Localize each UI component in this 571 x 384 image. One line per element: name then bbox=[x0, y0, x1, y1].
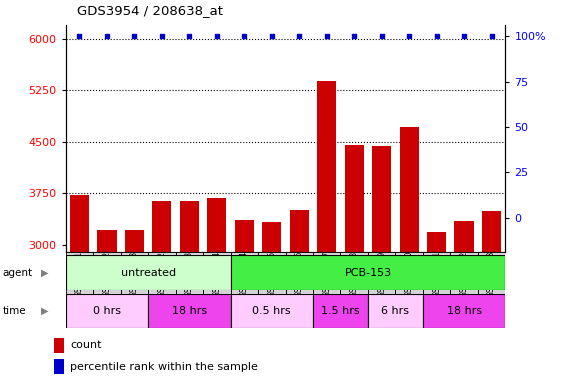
Text: GSM149386: GSM149386 bbox=[295, 250, 304, 297]
Bar bbox=[344, 145, 364, 384]
Point bbox=[102, 33, 111, 39]
FancyBboxPatch shape bbox=[478, 252, 505, 296]
Bar bbox=[235, 220, 254, 384]
Point bbox=[432, 33, 441, 39]
FancyBboxPatch shape bbox=[313, 294, 368, 328]
Text: GSM149384: GSM149384 bbox=[240, 250, 249, 297]
Text: GSM154182: GSM154182 bbox=[158, 251, 166, 296]
Text: GSM149383: GSM149383 bbox=[130, 250, 139, 297]
Point bbox=[75, 33, 84, 39]
FancyBboxPatch shape bbox=[423, 294, 505, 328]
Bar bbox=[54, 359, 64, 374]
FancyBboxPatch shape bbox=[203, 252, 231, 296]
Text: GSM149389: GSM149389 bbox=[377, 250, 386, 297]
Bar bbox=[372, 146, 391, 384]
FancyBboxPatch shape bbox=[395, 252, 423, 296]
Text: GSM149391: GSM149391 bbox=[432, 250, 441, 297]
FancyBboxPatch shape bbox=[231, 294, 313, 328]
Text: GSM154183: GSM154183 bbox=[185, 250, 194, 297]
Text: PCB-153: PCB-153 bbox=[344, 268, 392, 278]
FancyBboxPatch shape bbox=[286, 252, 313, 296]
FancyBboxPatch shape bbox=[340, 252, 368, 296]
Text: 18 hrs: 18 hrs bbox=[447, 306, 482, 316]
Text: GSM149392: GSM149392 bbox=[460, 250, 469, 297]
Text: GSM149385: GSM149385 bbox=[267, 250, 276, 297]
Point bbox=[377, 33, 386, 39]
FancyBboxPatch shape bbox=[231, 255, 505, 290]
Bar bbox=[124, 230, 144, 384]
FancyBboxPatch shape bbox=[66, 252, 93, 296]
Text: agent: agent bbox=[3, 268, 33, 278]
FancyBboxPatch shape bbox=[93, 252, 120, 296]
Text: ▶: ▶ bbox=[41, 306, 49, 316]
Point bbox=[267, 33, 276, 39]
Text: GSM149381: GSM149381 bbox=[75, 250, 84, 297]
Text: 0 hrs: 0 hrs bbox=[93, 306, 121, 316]
Bar bbox=[54, 338, 64, 353]
Text: GSM154184: GSM154184 bbox=[212, 250, 222, 297]
Text: time: time bbox=[3, 306, 26, 316]
Text: GSM149388: GSM149388 bbox=[349, 250, 359, 297]
FancyBboxPatch shape bbox=[66, 294, 148, 328]
Text: percentile rank within the sample: percentile rank within the sample bbox=[70, 362, 258, 372]
Point bbox=[185, 33, 194, 39]
Text: ▶: ▶ bbox=[41, 268, 49, 278]
FancyBboxPatch shape bbox=[313, 252, 340, 296]
Bar bbox=[482, 211, 501, 384]
FancyBboxPatch shape bbox=[231, 252, 258, 296]
FancyBboxPatch shape bbox=[148, 252, 176, 296]
Text: 0.5 hrs: 0.5 hrs bbox=[252, 306, 291, 316]
FancyBboxPatch shape bbox=[66, 255, 231, 290]
Bar bbox=[427, 232, 447, 384]
Bar bbox=[289, 210, 309, 384]
FancyBboxPatch shape bbox=[120, 252, 148, 296]
Bar bbox=[400, 127, 419, 384]
Text: untreated: untreated bbox=[120, 268, 176, 278]
FancyBboxPatch shape bbox=[368, 252, 395, 296]
Point bbox=[130, 33, 139, 39]
FancyBboxPatch shape bbox=[176, 252, 203, 296]
FancyBboxPatch shape bbox=[368, 294, 423, 328]
Point bbox=[487, 33, 496, 39]
Text: 6 hrs: 6 hrs bbox=[381, 306, 409, 316]
FancyBboxPatch shape bbox=[451, 252, 478, 296]
Bar bbox=[152, 201, 171, 384]
Bar bbox=[180, 201, 199, 384]
FancyBboxPatch shape bbox=[423, 252, 451, 296]
Text: 18 hrs: 18 hrs bbox=[172, 306, 207, 316]
Text: count: count bbox=[70, 341, 102, 351]
Point bbox=[460, 33, 469, 39]
Text: GDS3954 / 208638_at: GDS3954 / 208638_at bbox=[77, 4, 223, 17]
Point bbox=[295, 33, 304, 39]
Point bbox=[322, 33, 331, 39]
Point bbox=[349, 33, 359, 39]
Text: 1.5 hrs: 1.5 hrs bbox=[321, 306, 360, 316]
Bar bbox=[262, 222, 282, 384]
Text: GSM149390: GSM149390 bbox=[405, 250, 413, 297]
FancyBboxPatch shape bbox=[148, 294, 231, 328]
Text: GSM149382: GSM149382 bbox=[102, 250, 111, 297]
FancyBboxPatch shape bbox=[258, 252, 286, 296]
Bar bbox=[455, 221, 474, 384]
Bar bbox=[317, 81, 336, 384]
Bar bbox=[70, 195, 89, 384]
Point bbox=[405, 33, 414, 39]
Point bbox=[157, 33, 166, 39]
Text: GSM149393: GSM149393 bbox=[487, 250, 496, 297]
Text: GSM149387: GSM149387 bbox=[322, 250, 331, 297]
Bar bbox=[207, 198, 227, 384]
Point bbox=[212, 33, 222, 39]
Point bbox=[240, 33, 249, 39]
Bar bbox=[97, 230, 116, 384]
